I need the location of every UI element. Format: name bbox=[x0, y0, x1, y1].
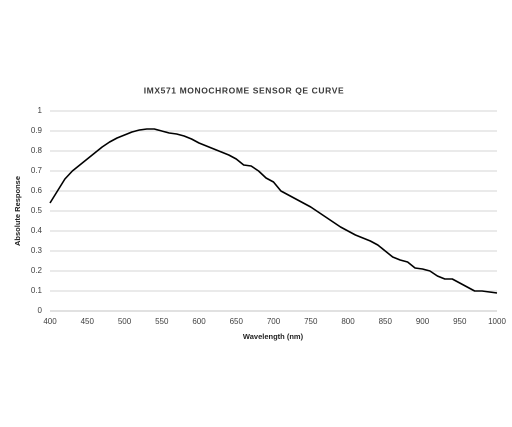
y-tick-label: 0.3 bbox=[31, 246, 43, 255]
y-axis-label: Absolute Response bbox=[13, 176, 22, 246]
y-tick-label: 0.6 bbox=[31, 186, 43, 195]
x-tick-label: 450 bbox=[81, 317, 95, 326]
y-tick-label: 0.1 bbox=[31, 286, 43, 295]
x-tick-label: 400 bbox=[43, 317, 57, 326]
y-tick-label: 0.8 bbox=[31, 146, 43, 155]
x-tick-label: 500 bbox=[118, 317, 132, 326]
y-tick-label: 0 bbox=[38, 306, 43, 315]
x-tick-label: 700 bbox=[267, 317, 281, 326]
x-axis-label: Wavelength (nm) bbox=[243, 332, 304, 341]
x-tick-label: 650 bbox=[230, 317, 244, 326]
x-tick-label: 750 bbox=[304, 317, 318, 326]
x-tick-label: 1000 bbox=[488, 317, 506, 326]
x-tick-label: 950 bbox=[453, 317, 467, 326]
y-tick-label: 0.5 bbox=[31, 206, 43, 215]
y-tick-label: 1 bbox=[38, 106, 43, 115]
y-tick-label: 0.9 bbox=[31, 126, 43, 135]
x-tick-label: 800 bbox=[341, 317, 355, 326]
x-tick-label: 850 bbox=[379, 317, 393, 326]
y-tick-label: 0.7 bbox=[31, 166, 43, 175]
chart-title: IMX571 MONOCHROME SENSOR QE CURVE bbox=[144, 85, 345, 95]
x-tick-label: 550 bbox=[155, 317, 169, 326]
x-tick-label: 600 bbox=[192, 317, 206, 326]
x-tick-label: 900 bbox=[416, 317, 430, 326]
data-line bbox=[49, 128, 498, 294]
y-tick-label: 0.4 bbox=[31, 226, 43, 235]
y-tick-label: 0.2 bbox=[31, 266, 43, 275]
